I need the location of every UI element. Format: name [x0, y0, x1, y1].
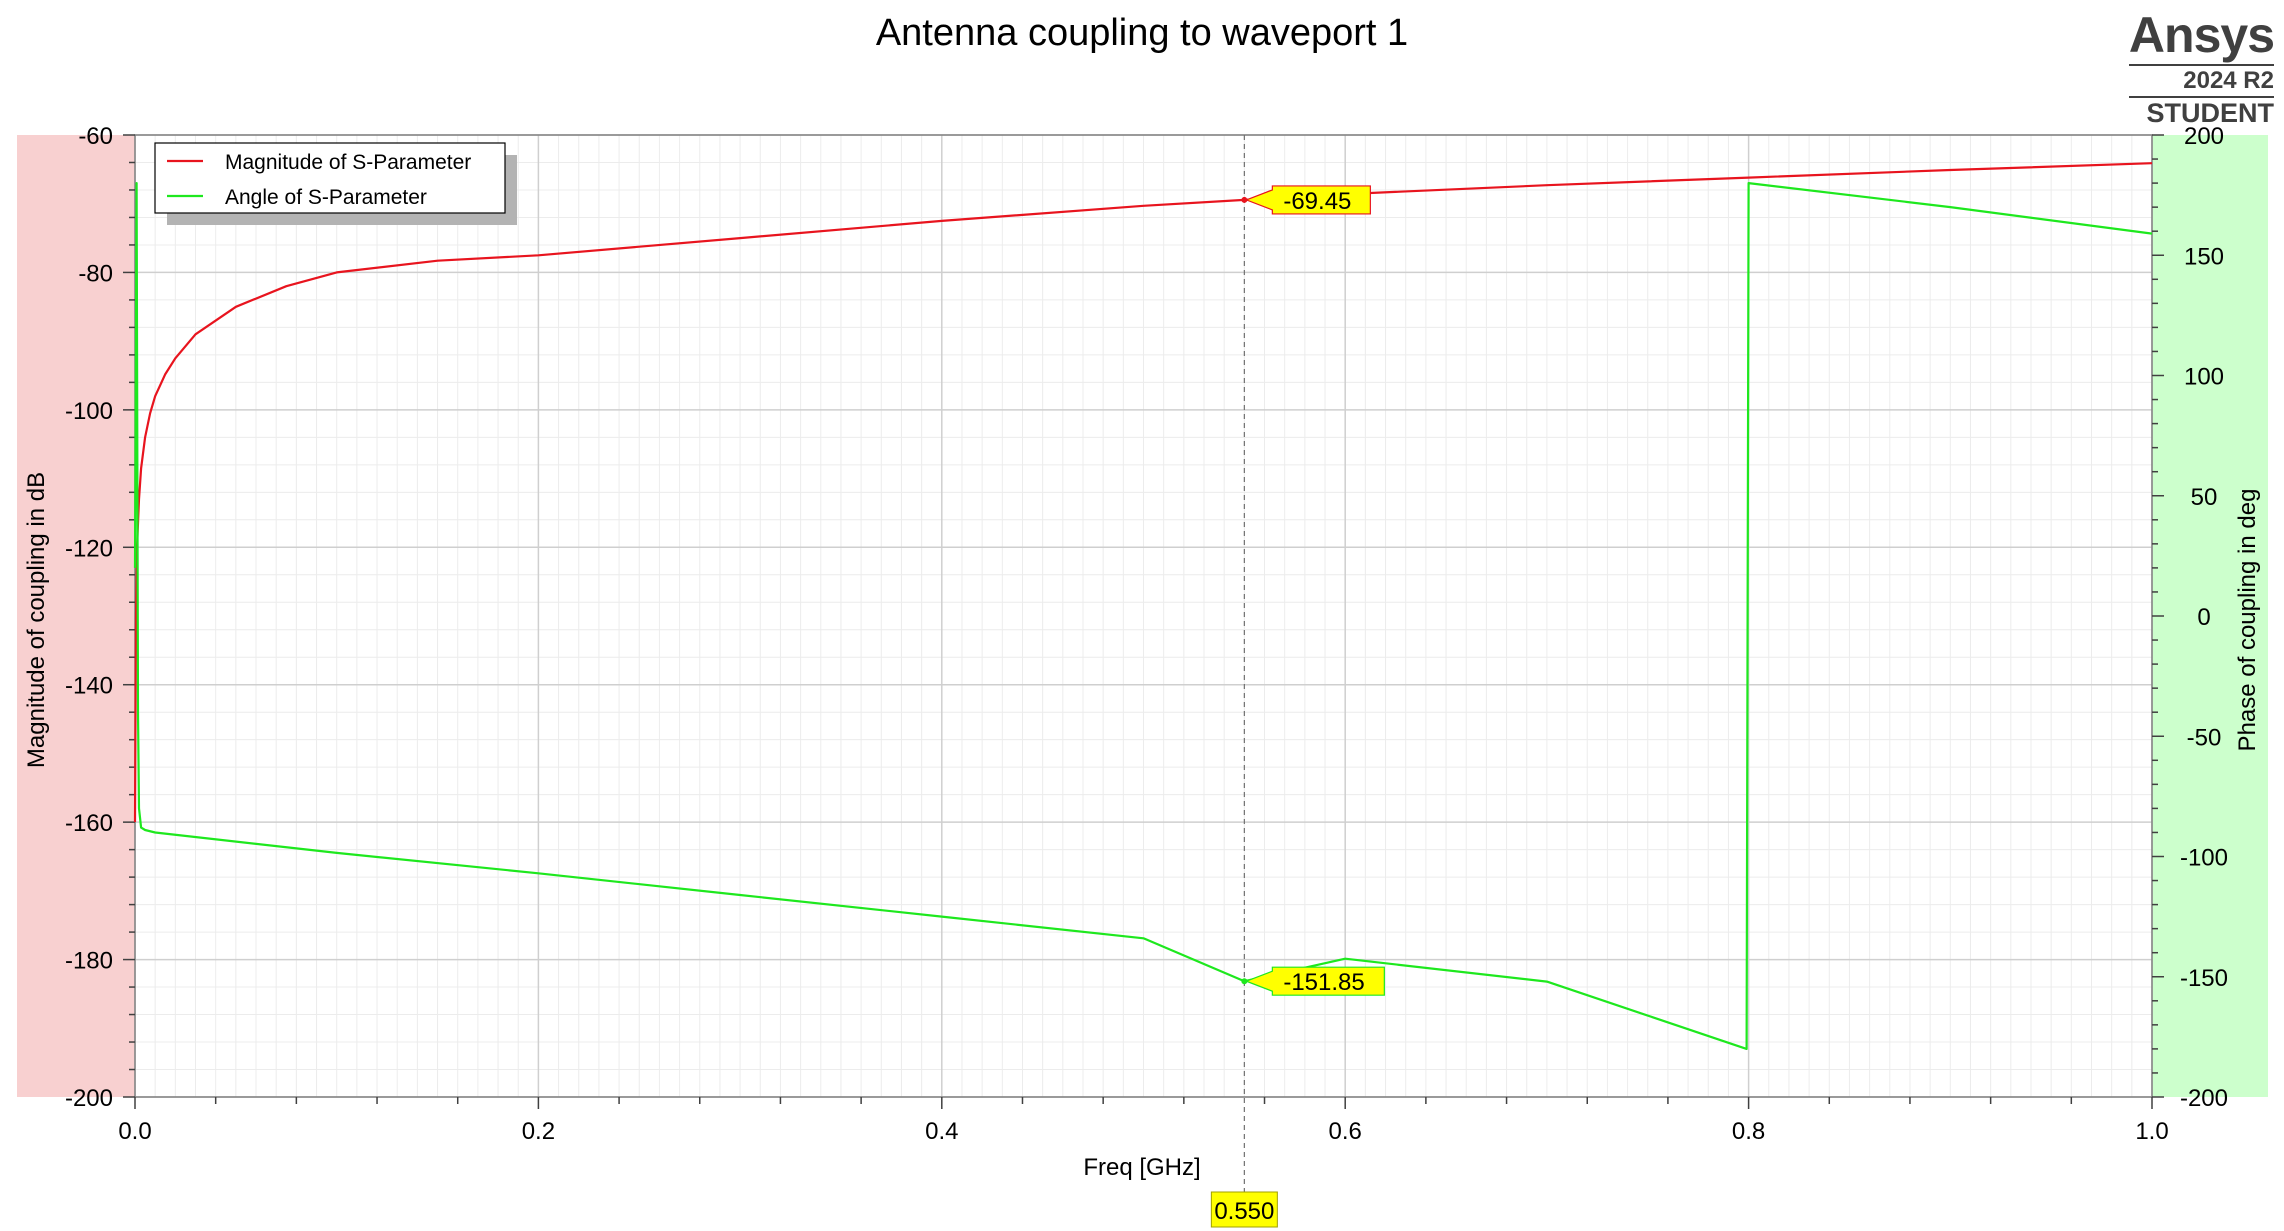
legend-label: Angle of S-Parameter [225, 186, 427, 209]
ansys-logo: Ansys 2024 R2 STUDENT [2128, 7, 2275, 128]
left-axis-band [17, 135, 135, 1097]
x-axis-label: Freq [GHz] [1083, 1154, 1200, 1181]
marker-angle-label: -151.85 [1283, 969, 1364, 996]
y-left-tick-label: -100 [65, 398, 113, 425]
brand-edition: STUDENT [2128, 96, 2274, 128]
marker-magnitude-flag [1244, 185, 1371, 215]
marker-angle-flag [1244, 966, 1385, 996]
markers: 0.550 -69.45 -151.85 [1210, 135, 1385, 1228]
y-right-tick-label: 50 [2191, 484, 2218, 511]
y-right-tick-label: 150 [2184, 243, 2224, 270]
grid-lines [134, 134, 2153, 1098]
x-tick-label: 0.6 [1329, 1118, 1362, 1145]
y-right-tick-label: -150 [2180, 965, 2228, 992]
marker-x-label: 0.550 [1214, 1198, 1274, 1225]
marker-magnitude-label: -69.45 [1283, 188, 1351, 215]
brand-name: Ansys [2128, 7, 2275, 63]
y-left-tick-label: -60 [78, 123, 113, 150]
legend-box [154, 142, 506, 214]
x-tick-label: 0.8 [1732, 1118, 1765, 1145]
y-right-tick-label: 200 [2184, 123, 2224, 150]
axis-ticks: 0.0 0.2 0.4 0.6 0.8 1.0 -60 -80 -100 -120 -140 -160… [65, 123, 2228, 1145]
x-tick-label: 0.4 [925, 1118, 958, 1145]
y-left-tick-label: -180 [65, 948, 113, 975]
y-axis-right-label: Phase of coupling in deg [2234, 489, 2261, 752]
x-tick-label: 0.0 [118, 1118, 151, 1145]
legend-label: Magnitude of S-Parameter [225, 151, 471, 174]
y-left-tick-label: -80 [78, 260, 113, 287]
y-left-tick-label: -120 [65, 535, 113, 562]
right-axis-band [2152, 135, 2268, 1097]
angle-series-line [133, 182, 2153, 1051]
chart-title: Antenna coupling to waveport 1 [876, 12, 1408, 54]
y-right-tick-label: -50 [2187, 724, 2222, 751]
y-right-tick-label: 0 [2197, 604, 2210, 631]
marker-x-box [1210, 1191, 1278, 1228]
y-left-tick-label: -200 [65, 1085, 113, 1112]
brand-version: 2024 R2 [2128, 64, 2274, 94]
y-right-tick-label: -100 [2180, 845, 2228, 872]
y-axis-left-label: Magnitude of coupling in dB [23, 472, 50, 768]
legend[interactable]: Magnitude of S-Parameter Angle of S-Param… [154, 142, 517, 225]
y-left-tick-label: -140 [65, 673, 113, 700]
y-right-tick-label: 100 [2184, 364, 2224, 391]
x-tick-label: 0.2 [522, 1118, 555, 1145]
marker-magnitude-point [1241, 196, 1248, 203]
y-right-tick-label: -200 [2180, 1085, 2228, 1112]
marker-angle-point [1241, 978, 1248, 985]
x-tick-label: 1.0 [2135, 1118, 2168, 1145]
y-left-tick-label: -160 [65, 810, 113, 837]
